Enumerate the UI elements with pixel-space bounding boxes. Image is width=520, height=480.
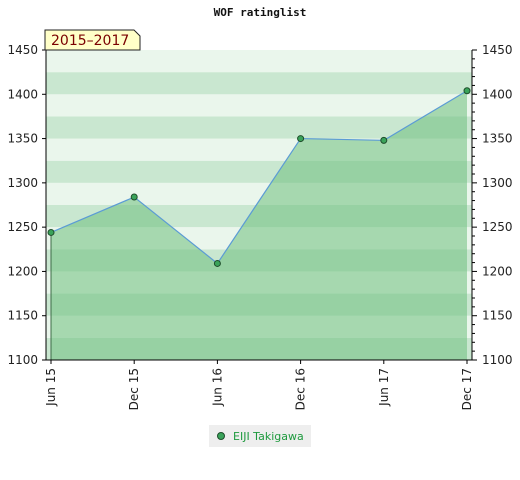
rating-line: [50, 90, 468, 265]
y-tick-label-right: 1250: [482, 220, 513, 234]
grid-band: [46, 94, 472, 117]
legend-marker-icon: [217, 432, 225, 440]
x-tick-label: Dec 15: [127, 368, 141, 410]
y-tick-label-left: 1400: [7, 87, 38, 101]
y-tick-label-left: 1450: [7, 43, 38, 57]
y-tick-label-left: 1350: [7, 132, 38, 146]
grid-band: [46, 116, 472, 139]
y-tick-label-right: 1350: [482, 132, 513, 146]
y-tick-label-right: 1300: [482, 176, 513, 190]
data-point: [380, 136, 388, 144]
y-tick-label-left: 1300: [7, 176, 38, 190]
y-ticks-right: 1100 1150 1200 1250 1300 1350 1400 1450: [472, 43, 513, 367]
data-point: [463, 87, 471, 95]
y-tick-label-right: 1200: [482, 264, 513, 278]
y-tick-label-left: 1200: [7, 264, 38, 278]
rating-area: [51, 90, 467, 360]
data-points: [47, 87, 471, 267]
y-tick-label-right: 1450: [482, 43, 513, 57]
y-tick-label-left: 1250: [7, 220, 38, 234]
y-tick-label-right: 1150: [482, 309, 513, 323]
data-point: [297, 135, 305, 143]
grid-band: [46, 50, 472, 73]
chart-title: WOF ratinglist: [214, 6, 307, 19]
x-tick-label: Jun 16: [210, 368, 224, 407]
legend: EIJI Takigawa: [209, 425, 311, 447]
y-tick-label-left: 1150: [7, 309, 38, 323]
y-tick-label-right: 1100: [482, 353, 513, 367]
x-ticks: Jun 15 Dec 15 Jun 16 Dec 16 Jun 17 Dec 17: [44, 360, 474, 410]
x-tick-label: Jun 15: [44, 368, 58, 407]
x-tick-label: Jun 17: [377, 368, 391, 407]
x-tick-label: Dec 17: [460, 368, 474, 410]
data-point: [130, 193, 138, 201]
y-tick-label-left: 1100: [7, 353, 38, 367]
y-ticks-left: 1100 1150 1200 1250 1300 1350 1400 1450: [7, 43, 46, 367]
x-tick-label: Dec 16: [294, 368, 308, 410]
range-badge: 2015–2017: [44, 29, 141, 51]
data-point: [213, 259, 221, 267]
legend-label: EIJI Takigawa: [233, 429, 304, 443]
range-badge-box: [44, 29, 141, 51]
data-point: [47, 228, 55, 236]
y-tick-label-right: 1400: [482, 87, 513, 101]
range-badge-label: 2015–2017: [51, 33, 129, 49]
grid-band: [46, 72, 472, 95]
